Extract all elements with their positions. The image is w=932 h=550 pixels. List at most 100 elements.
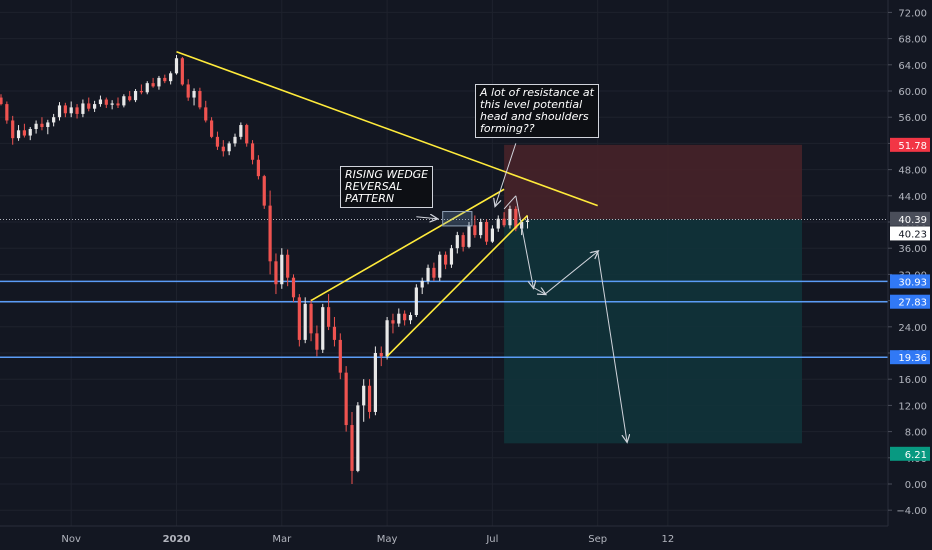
candle-body <box>432 267 436 278</box>
level-price-tag-bg <box>890 274 930 289</box>
last-price-tag: 40.23 <box>898 229 927 240</box>
stop-price-tag-bg <box>890 137 930 152</box>
candle-body <box>344 372 348 426</box>
candle <box>385 316 389 360</box>
wedge-upper-line[interactable] <box>310 188 505 302</box>
candle <box>479 218 483 239</box>
candle <box>291 274 296 302</box>
candle <box>508 205 512 229</box>
candle-body <box>122 96 126 106</box>
downtrend-line[interactable] <box>176 50 598 207</box>
candle <box>69 101 73 118</box>
candle <box>63 102 67 118</box>
candle-body <box>426 267 430 281</box>
annotation-arrow <box>495 143 517 205</box>
candle <box>81 99 85 118</box>
projection-segment <box>533 287 545 295</box>
candle-body <box>186 84 190 98</box>
candle <box>198 87 202 110</box>
candle-body <box>367 385 372 412</box>
candle-body <box>174 58 179 74</box>
take-profit-zone[interactable] <box>504 219 802 444</box>
candle <box>286 249 290 287</box>
candle <box>5 101 9 124</box>
candle-body <box>81 103 85 114</box>
candle-body <box>104 99 108 105</box>
candle <box>315 325 319 357</box>
candle <box>87 97 91 112</box>
projection-path[interactable] <box>416 143 627 441</box>
candle-body <box>163 77 167 82</box>
candle-body <box>34 123 38 129</box>
candle <box>444 251 448 270</box>
candle-body <box>362 385 366 406</box>
candle <box>321 303 325 353</box>
candle <box>145 81 149 95</box>
entry-price-tag: 40.39 <box>898 215 927 226</box>
candle <box>169 71 173 85</box>
candle <box>490 225 494 243</box>
wedge-lower-line[interactable] <box>386 214 529 357</box>
level-price-tag-bg <box>890 350 930 365</box>
candle <box>338 333 342 380</box>
candle-body <box>309 303 313 334</box>
candle-body <box>291 277 296 298</box>
candle-body <box>227 143 231 152</box>
y-tick-label: 44.00 <box>898 192 927 203</box>
horizontal-levels[interactable] <box>0 218 888 358</box>
candle <box>484 219 489 245</box>
candle-body <box>479 222 483 236</box>
candle <box>233 133 237 147</box>
candle-body <box>356 405 360 471</box>
candle-body <box>461 235 465 247</box>
candle <box>104 97 108 109</box>
y-tick-label: 16.00 <box>898 375 927 386</box>
candle-body <box>473 225 477 236</box>
candle <box>16 125 21 141</box>
candle-body <box>484 222 489 242</box>
candle-body <box>22 130 26 136</box>
candle <box>245 123 249 147</box>
candle-body <box>28 128 32 136</box>
y-tick-label: 60.00 <box>898 87 927 98</box>
stop-loss-zone[interactable] <box>504 144 802 220</box>
target-price-tag-bg <box>890 446 930 461</box>
resistance-box[interactable] <box>442 211 473 227</box>
candle <box>403 310 407 326</box>
trendlines[interactable] <box>176 50 598 357</box>
candle-body <box>192 91 196 98</box>
candle <box>408 312 413 325</box>
candle-body <box>455 235 459 249</box>
candle <box>309 299 313 342</box>
y-tick-label: 56.00 <box>898 113 927 124</box>
candle-body <box>116 103 120 106</box>
candle-body <box>391 320 395 324</box>
x-tick-label: Sep <box>588 534 607 545</box>
candle <box>268 190 272 275</box>
candle <box>391 313 395 334</box>
candle-body <box>379 353 383 357</box>
candle-body <box>332 326 337 340</box>
candle-body <box>110 103 114 105</box>
y-tick-label: 0.00 <box>905 480 927 491</box>
candle-body <box>0 97 3 105</box>
candle <box>438 251 442 281</box>
candle <box>449 244 454 268</box>
annotation-resistance[interactable]: A lot of resistance at this level potent… <box>475 84 599 138</box>
candle-body <box>210 120 214 137</box>
candle-body <box>75 107 79 114</box>
position-zones <box>504 144 802 444</box>
candle-body <box>93 104 97 109</box>
candle <box>133 89 138 103</box>
candle <box>227 141 231 156</box>
candle <box>186 79 190 101</box>
y-tick-label: 36.00 <box>898 244 927 255</box>
candle-body <box>215 136 220 147</box>
candle <box>397 308 401 327</box>
annotation-rising-wedge[interactable]: RISING WEDGE REVERSAL PATTERN <box>340 166 434 208</box>
candle-body <box>239 125 243 137</box>
candle-body <box>502 218 506 226</box>
candle <box>250 140 255 165</box>
candle <box>57 102 62 121</box>
